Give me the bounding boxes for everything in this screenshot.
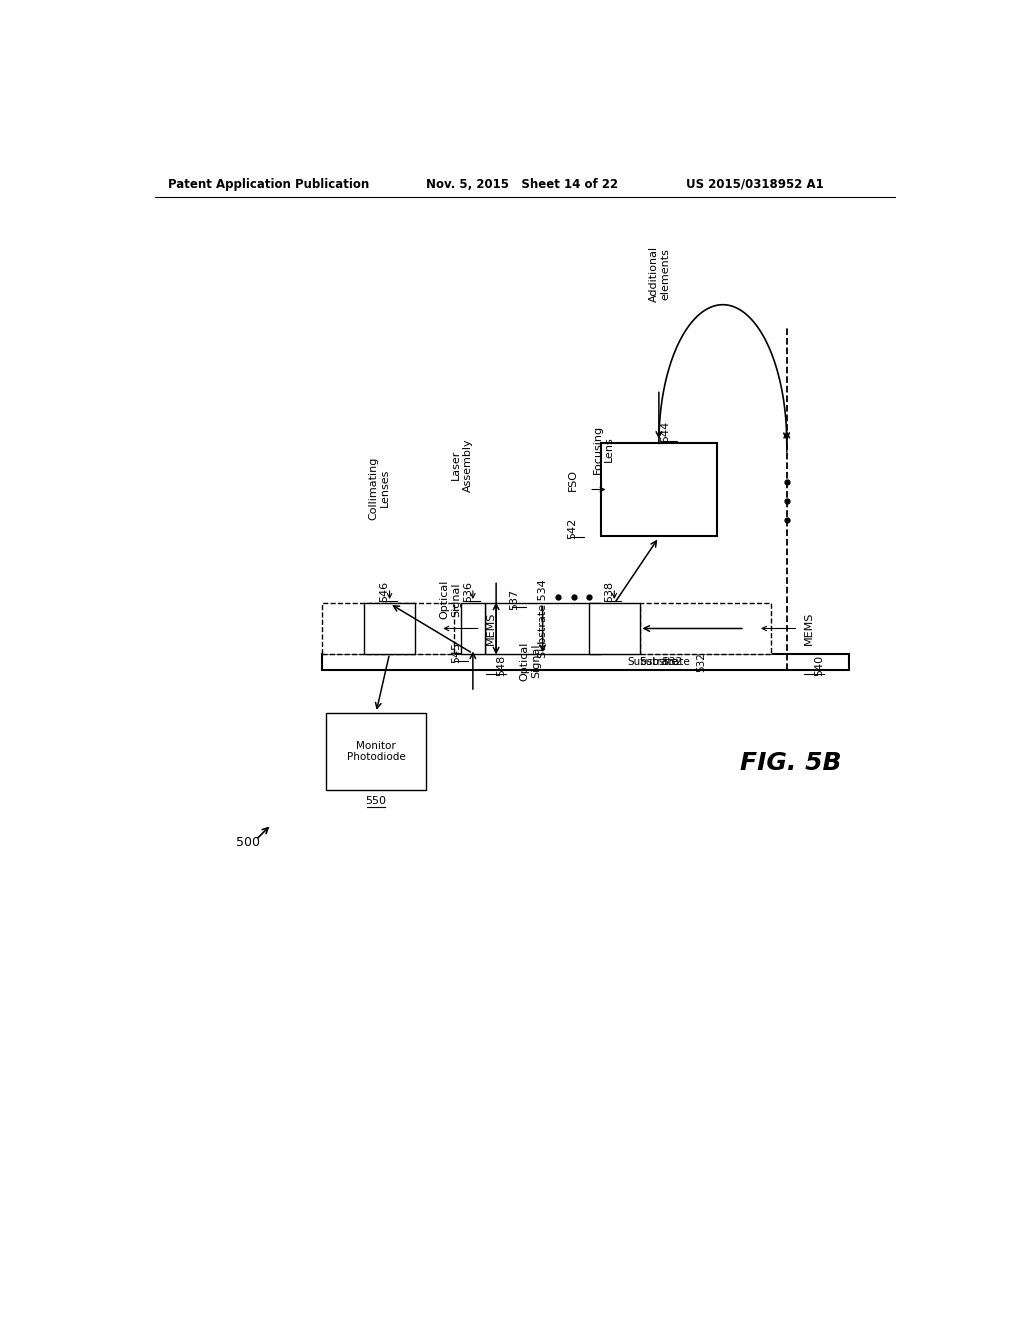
Text: 548: 548 [496, 655, 506, 676]
FancyBboxPatch shape [326, 713, 426, 789]
FancyBboxPatch shape [322, 653, 849, 671]
Text: 536: 536 [463, 581, 473, 602]
Text: 550: 550 [366, 796, 386, 807]
Text: Substrate 534: Substrate 534 [538, 579, 548, 657]
Text: Laser
Assembly: Laser Assembly [452, 438, 473, 491]
FancyBboxPatch shape [640, 603, 771, 653]
Text: Substrate: Substrate [639, 657, 690, 667]
Text: Optical
Signal: Optical Signal [439, 579, 461, 619]
Text: US 2015/0318952 A1: US 2015/0318952 A1 [686, 178, 823, 190]
Text: Patent Application Publication: Patent Application Publication [168, 178, 370, 190]
Text: FSO: FSO [567, 470, 578, 491]
Text: Additional
elements: Additional elements [649, 246, 671, 302]
Text: 544: 544 [660, 421, 671, 442]
Text: 532: 532 [696, 652, 707, 672]
Text: Optical
Signal: Optical Signal [519, 642, 541, 681]
FancyBboxPatch shape [589, 603, 640, 653]
Text: MEMS: MEMS [486, 611, 496, 645]
Text: Substrate: Substrate [628, 657, 679, 667]
FancyBboxPatch shape [365, 603, 415, 653]
Text: 542: 542 [567, 517, 578, 539]
Text: Collimating
Lenses: Collimating Lenses [368, 457, 389, 520]
Text: 532: 532 [658, 657, 682, 667]
Text: Nov. 5, 2015   Sheet 14 of 22: Nov. 5, 2015 Sheet 14 of 22 [426, 178, 618, 190]
Text: FIG. 5B: FIG. 5B [740, 751, 842, 775]
Text: MEMS: MEMS [804, 611, 814, 645]
Text: Monitor
Photodiode: Monitor Photodiode [347, 741, 406, 762]
Text: 537: 537 [509, 589, 519, 610]
FancyBboxPatch shape [322, 603, 454, 653]
Text: 545: 545 [452, 642, 461, 663]
Text: Focusing
Lens: Focusing Lens [593, 425, 614, 474]
Text: 500: 500 [236, 836, 260, 849]
FancyBboxPatch shape [484, 603, 601, 653]
Text: 540: 540 [814, 655, 824, 676]
Text: 538: 538 [604, 581, 614, 602]
FancyBboxPatch shape [461, 603, 484, 653]
Text: 546: 546 [380, 581, 389, 602]
FancyBboxPatch shape [601, 444, 717, 536]
